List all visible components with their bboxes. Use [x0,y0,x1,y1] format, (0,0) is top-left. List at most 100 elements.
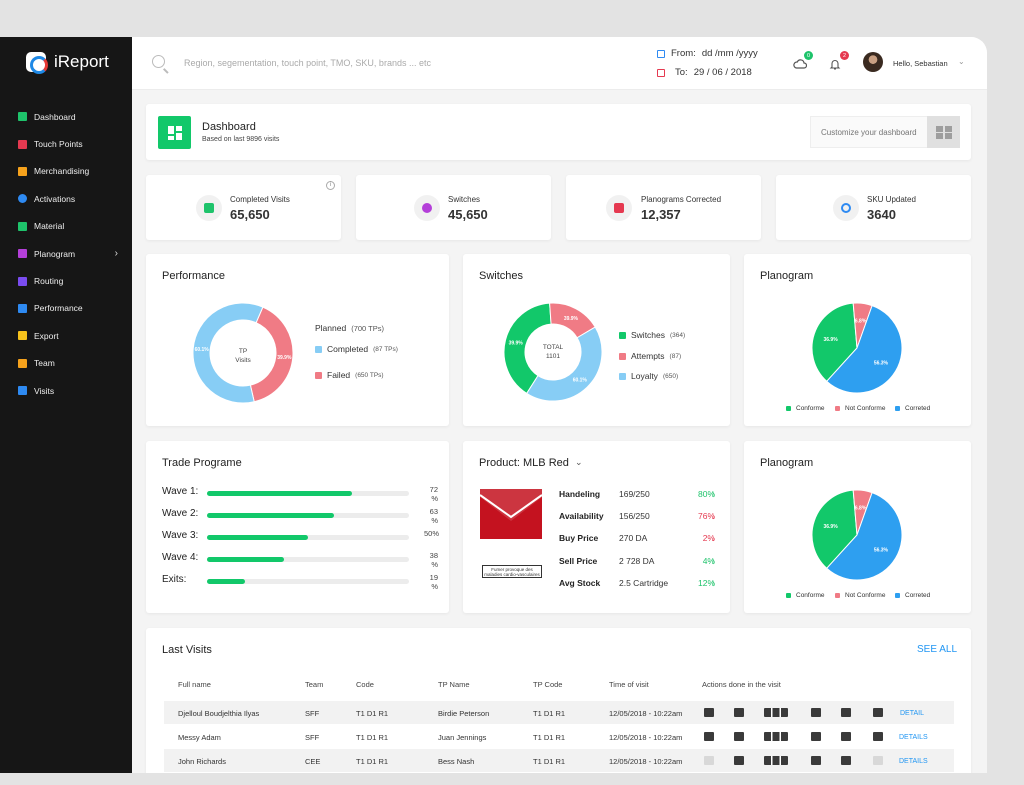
logo[interactable]: iReport [26,52,109,74]
sidebar-item-merchandising[interactable]: Merchandising [0,158,132,185]
sidebar-item-planogram[interactable]: Planogram › [0,240,132,267]
dashboard-header: Dashboard Based on last 9896 visits [146,104,971,160]
legend-label: Conforme [796,405,825,412]
column-header[interactable]: Time of visit [609,680,649,689]
see-all-link[interactable]: SEE ALL [917,644,958,655]
kpi-value: 12,357 [641,207,681,222]
legend-failed: Failed (650 TPs) [315,370,384,380]
table-row[interactable]: Messy Adam SFF T1 D1 R1 Juan Jennings T1 D1 … [164,725,954,748]
cart-icon [811,732,821,741]
trophy-icon [704,732,714,741]
trade-wave-percent: 63 % [429,507,438,525]
detail-link[interactable]: DETAILS [899,734,928,741]
kpi-switches[interactable]: Switches 45,650 [356,175,551,240]
table-cell: T1 D1 R1 [533,709,566,718]
table-row[interactable]: John Richards CEE T1 D1 R1 Bess Nash T1 D1 R… [164,749,954,772]
product-stat-label: Handeling [559,489,601,499]
table-cell: Djelloul Boudjelthia Ilyas [178,709,260,718]
dashboard-icon [18,112,27,122]
logo-icon [26,52,48,74]
card-title: Planogram [760,270,814,282]
cloud-icon[interactable]: 0 [793,51,813,69]
avatar[interactable] [863,52,883,72]
customize-dashboard-input[interactable] [810,116,928,148]
column-header[interactable]: Code [356,680,374,689]
product-title[interactable]: Product: MLB Red [479,457,569,469]
route-icon [18,276,27,286]
top-bar: From: dd /mm /yyyy To: 29 / 06 / 2018 0 … [132,37,987,90]
card-title: Trade Programe [162,457,242,469]
sidebar-item-material[interactable]: Material [0,213,132,240]
product-stat-value: 156/250 [619,511,650,521]
planogram-card-2: Planogram 36.9% 6.8% 56.3% Conforme Not Co… [744,441,971,613]
legend-detail: (87 TPs) [373,345,398,353]
legend-planned: Planned (700 TPs) [315,323,384,333]
sidebar-item-touch-points[interactable]: Touch Points [0,130,132,157]
chevron-down-icon[interactable]: ⌄ [958,57,965,66]
calendar-icon [18,386,27,396]
column-header[interactable]: Full name [178,680,211,689]
legend-not-conforme: Not Conforme [835,592,885,599]
sidebar-item-team[interactable]: Team [0,350,132,377]
table-cell: T1 D1 R1 [533,733,566,742]
apps-icon [18,249,27,259]
sidebar-item-visits[interactable]: Visits [0,377,132,404]
donut-center-label: TOTAL [542,344,564,351]
detail-link[interactable]: DETAILS [899,758,928,765]
kpi-planograms-corrected[interactable]: Planograms Corrected 12,357 [566,175,761,240]
pie-slice[interactable] [811,489,858,569]
info-icon[interactable]: i [326,181,335,190]
layout-toggle-button[interactable] [927,116,960,148]
sidebar-item-performance[interactable]: Performance [0,295,132,322]
planogram-icon [764,708,788,717]
column-header[interactable]: Actions done in the visit [702,680,781,689]
to-date[interactable]: To: 29 / 06 / 2018 [657,67,752,78]
sidebar-item-label: Dashboard [34,111,76,122]
chevron-down-icon[interactable]: ⌄ [575,457,583,467]
kpi-value: 65,650 [230,207,270,222]
planogram-icon [764,756,788,765]
search-icon[interactable] [152,55,165,68]
pie-slice[interactable] [503,302,552,395]
user-greeting: Hello, Sebastian [893,59,948,68]
slice-label: 36.9% [823,524,838,530]
cart-icon [811,708,821,717]
pie-slice[interactable] [526,326,603,402]
detail-link[interactable]: DETAIL [900,710,924,717]
sidebar-item-dashboard[interactable]: Dashboard [0,103,132,130]
kpi-sku-updated[interactable]: SKU Updated 3640 [776,175,971,240]
kpi-label: Completed Visits [230,195,290,204]
legend-label: Switches [631,330,666,340]
table-row[interactable]: Djelloul Boudjelthia Ilyas SFF T1 D1 R1 Bir… [164,701,954,724]
pie-slice[interactable] [826,304,903,394]
trade-progress-track [207,491,409,496]
card-title: Last Visits [162,644,212,656]
pie-slice[interactable] [811,302,858,382]
trade-wave-percent: 50% [424,529,440,538]
sidebar-item-routing[interactable]: Routing [0,267,132,294]
cart-icon [811,756,821,765]
column-header[interactable]: Team [305,680,324,689]
from-date[interactable]: From: dd /mm /yyyy [657,48,758,59]
pie-slice[interactable] [826,491,903,581]
table-cell: 12/05/2018 - 10:22am [609,709,683,718]
search-input[interactable] [184,53,544,73]
bell-icon[interactable]: 2 [829,51,849,70]
sidebar-item-export[interactable]: Export [0,322,132,349]
legend-swatch [619,352,626,360]
table-cell: John Richards [178,757,226,766]
trade-progress-bar [207,535,308,540]
sidebar-item-label: Export [34,330,59,341]
column-header[interactable]: TP Code [533,680,563,689]
last-visits-card: Last Visits SEE ALL Full name Team Code … [146,628,971,773]
legend-swatch [786,593,791,598]
column-header[interactable]: TP Name [438,680,470,689]
arrow-down-icon: ↓ [711,533,716,543]
sidebar-item-activations[interactable]: Activations [0,185,132,212]
arrow-up-icon: ↑ [711,578,716,588]
pie-slice[interactable] [192,302,264,404]
performance-donut-chart: 39.9% 60.1% [192,302,294,404]
kpi-completed-visits[interactable]: Completed Visits 65,650 i [146,175,341,240]
apps-icon [841,756,851,765]
switches-card: Switches 39.9% 39.9% 60.1% TOTAL 1101 Swit… [463,254,730,426]
